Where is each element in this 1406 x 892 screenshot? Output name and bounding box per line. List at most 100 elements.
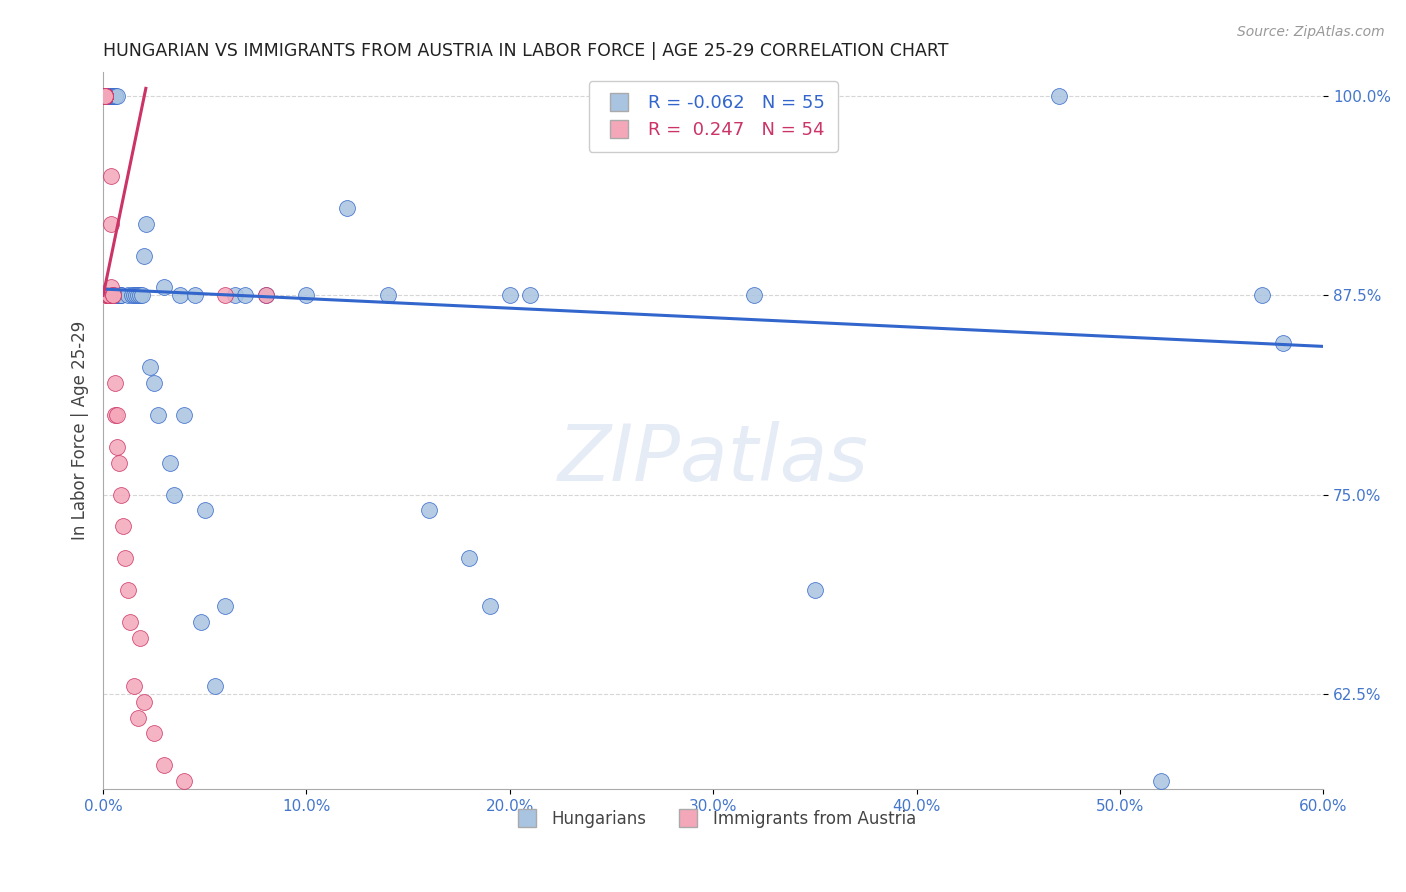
Point [742, 288, 765, 302]
Point [96, 288, 118, 302]
Point [173, 408, 195, 422]
Point [254, 288, 277, 302]
Point [100, 169, 122, 183]
Point [103, 288, 125, 302]
Point [94, 89, 117, 103]
Point [336, 201, 359, 215]
Point [94, 89, 117, 103]
Point [98, 288, 121, 302]
Legend: Hungarians, Immigrants from Austria: Hungarians, Immigrants from Austria [503, 804, 924, 835]
Point [94, 89, 117, 103]
Point [103, 89, 125, 103]
Point [128, 288, 150, 302]
Point [128, 631, 150, 645]
Point [224, 288, 246, 302]
Point [499, 288, 522, 302]
Point [105, 408, 128, 422]
Point [117, 583, 139, 598]
Point [153, 758, 176, 772]
Point [96, 288, 118, 302]
Point [377, 288, 399, 302]
Point [235, 288, 257, 302]
Point [1271, 336, 1294, 351]
Point [169, 288, 191, 302]
Point [94, 89, 117, 103]
Point [110, 288, 132, 302]
Point [122, 288, 145, 302]
Text: Source: ZipAtlas.com: Source: ZipAtlas.com [1237, 25, 1385, 39]
Point [295, 288, 318, 302]
Point [1047, 89, 1070, 103]
Point [100, 89, 122, 103]
Point [108, 456, 131, 470]
Point [519, 288, 541, 302]
Point [100, 280, 122, 294]
Point [94, 89, 117, 103]
Point [143, 726, 166, 740]
Point [131, 288, 153, 302]
Point [478, 599, 501, 613]
Point [139, 360, 162, 375]
Point [105, 288, 128, 302]
Point [94, 89, 117, 103]
Point [94, 89, 117, 103]
Text: ZIPatlas: ZIPatlas [558, 422, 869, 498]
Point [98, 288, 121, 302]
Point [105, 89, 128, 103]
Point [96, 288, 118, 302]
Point [108, 288, 131, 302]
Point [114, 551, 136, 566]
Point [105, 288, 128, 302]
Point [96, 288, 118, 302]
Point [94, 89, 117, 103]
Point [96, 288, 118, 302]
Point [214, 599, 236, 613]
Point [94, 89, 117, 103]
Point [108, 288, 131, 302]
Point [173, 774, 195, 789]
Point [143, 376, 166, 390]
Point [190, 615, 212, 629]
Point [98, 89, 121, 103]
Point [104, 408, 127, 422]
Point [214, 288, 236, 302]
Point [110, 487, 132, 501]
Point [103, 89, 125, 103]
Point [132, 249, 155, 263]
Point [254, 288, 277, 302]
Point [98, 288, 121, 302]
Point [146, 408, 169, 422]
Point [96, 288, 118, 302]
Y-axis label: In Labor Force | Age 25-29: In Labor Force | Age 25-29 [72, 321, 89, 541]
Point [1251, 288, 1274, 302]
Point [117, 288, 139, 302]
Point [804, 583, 827, 598]
Point [105, 440, 128, 454]
Point [153, 280, 176, 294]
Point [98, 288, 121, 302]
Point [122, 679, 145, 693]
Point [104, 89, 127, 103]
Point [194, 503, 217, 517]
Point [110, 288, 132, 302]
Point [104, 89, 127, 103]
Point [135, 217, 157, 231]
Point [1149, 774, 1171, 789]
Point [183, 288, 205, 302]
Point [94, 89, 117, 103]
Point [103, 288, 125, 302]
Point [94, 89, 117, 103]
Point [124, 288, 146, 302]
Point [96, 89, 118, 103]
Point [96, 288, 118, 302]
Point [163, 487, 186, 501]
Point [418, 503, 440, 517]
Point [98, 89, 121, 103]
Point [118, 615, 141, 629]
Point [94, 89, 117, 103]
Point [121, 288, 143, 302]
Point [103, 89, 125, 103]
Point [100, 217, 122, 231]
Point [458, 551, 481, 566]
Point [127, 710, 149, 724]
